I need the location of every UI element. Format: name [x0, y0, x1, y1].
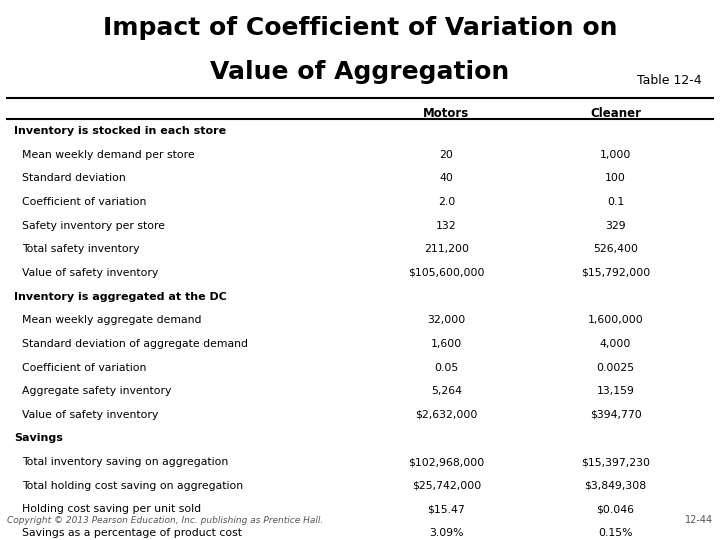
Text: Mean weekly demand per store: Mean weekly demand per store [22, 150, 194, 160]
Text: $0.046: $0.046 [597, 504, 634, 514]
Text: 211,200: 211,200 [424, 245, 469, 254]
Text: Savings: Savings [14, 434, 63, 443]
Text: 0.15%: 0.15% [598, 528, 633, 538]
Text: 5,264: 5,264 [431, 386, 462, 396]
Text: Aggregate safety inventory: Aggregate safety inventory [22, 386, 171, 396]
Text: 0.0025: 0.0025 [597, 362, 634, 373]
Text: $25,742,000: $25,742,000 [412, 481, 481, 491]
Text: 1,600: 1,600 [431, 339, 462, 349]
Text: Impact of Coefficient of Variation on: Impact of Coefficient of Variation on [103, 16, 617, 40]
Text: 4,000: 4,000 [600, 339, 631, 349]
Text: 13,159: 13,159 [597, 386, 634, 396]
Text: Inventory is aggregated at the DC: Inventory is aggregated at the DC [14, 292, 228, 302]
Text: $394,770: $394,770 [590, 410, 642, 420]
Text: Cleaner: Cleaner [590, 107, 641, 120]
Text: 2.0: 2.0 [438, 197, 455, 207]
Text: Coefficient of variation: Coefficient of variation [22, 197, 146, 207]
Text: 1,600,000: 1,600,000 [588, 315, 644, 325]
Text: 32,000: 32,000 [427, 315, 466, 325]
Text: Value of safety inventory: Value of safety inventory [22, 268, 158, 278]
Text: Motors: Motors [423, 107, 469, 120]
Text: 526,400: 526,400 [593, 245, 638, 254]
Text: 12-44: 12-44 [685, 515, 713, 525]
Text: Safety inventory per store: Safety inventory per store [22, 221, 165, 231]
Text: Total holding cost saving on aggregation: Total holding cost saving on aggregation [22, 481, 243, 491]
Text: Holding cost saving per unit sold: Holding cost saving per unit sold [22, 504, 201, 514]
Text: 20: 20 [439, 150, 454, 160]
Text: $102,968,000: $102,968,000 [408, 457, 485, 467]
Text: Savings as a percentage of product cost: Savings as a percentage of product cost [22, 528, 242, 538]
Text: Value of safety inventory: Value of safety inventory [22, 410, 158, 420]
Text: Mean weekly aggregate demand: Mean weekly aggregate demand [22, 315, 201, 325]
Text: 132: 132 [436, 221, 456, 231]
Text: 329: 329 [606, 221, 626, 231]
Text: $2,632,000: $2,632,000 [415, 410, 477, 420]
Text: $15,792,000: $15,792,000 [581, 268, 650, 278]
Text: Table 12-4: Table 12-4 [637, 74, 702, 87]
Text: Standard deviation of aggregate demand: Standard deviation of aggregate demand [22, 339, 248, 349]
Text: $15,397,230: $15,397,230 [581, 457, 650, 467]
Text: 0.05: 0.05 [434, 362, 459, 373]
Text: Standard deviation: Standard deviation [22, 173, 125, 184]
Text: 0.1: 0.1 [607, 197, 624, 207]
Text: $105,600,000: $105,600,000 [408, 268, 485, 278]
Text: Inventory is stocked in each store: Inventory is stocked in each store [14, 126, 227, 136]
Text: 40: 40 [439, 173, 454, 184]
Text: Copyright © 2013 Pearson Education, Inc. publishing as Prentice Hall.: Copyright © 2013 Pearson Education, Inc.… [7, 516, 323, 525]
Text: $15.47: $15.47 [428, 504, 465, 514]
Text: 3.09%: 3.09% [429, 528, 464, 538]
Text: Coefficient of variation: Coefficient of variation [22, 362, 146, 373]
Text: 1,000: 1,000 [600, 150, 631, 160]
Text: $3,849,308: $3,849,308 [585, 481, 647, 491]
Text: Value of Aggregation: Value of Aggregation [210, 60, 510, 84]
Text: 100: 100 [606, 173, 626, 184]
Text: Total safety inventory: Total safety inventory [22, 245, 139, 254]
Text: Total inventory saving on aggregation: Total inventory saving on aggregation [22, 457, 228, 467]
